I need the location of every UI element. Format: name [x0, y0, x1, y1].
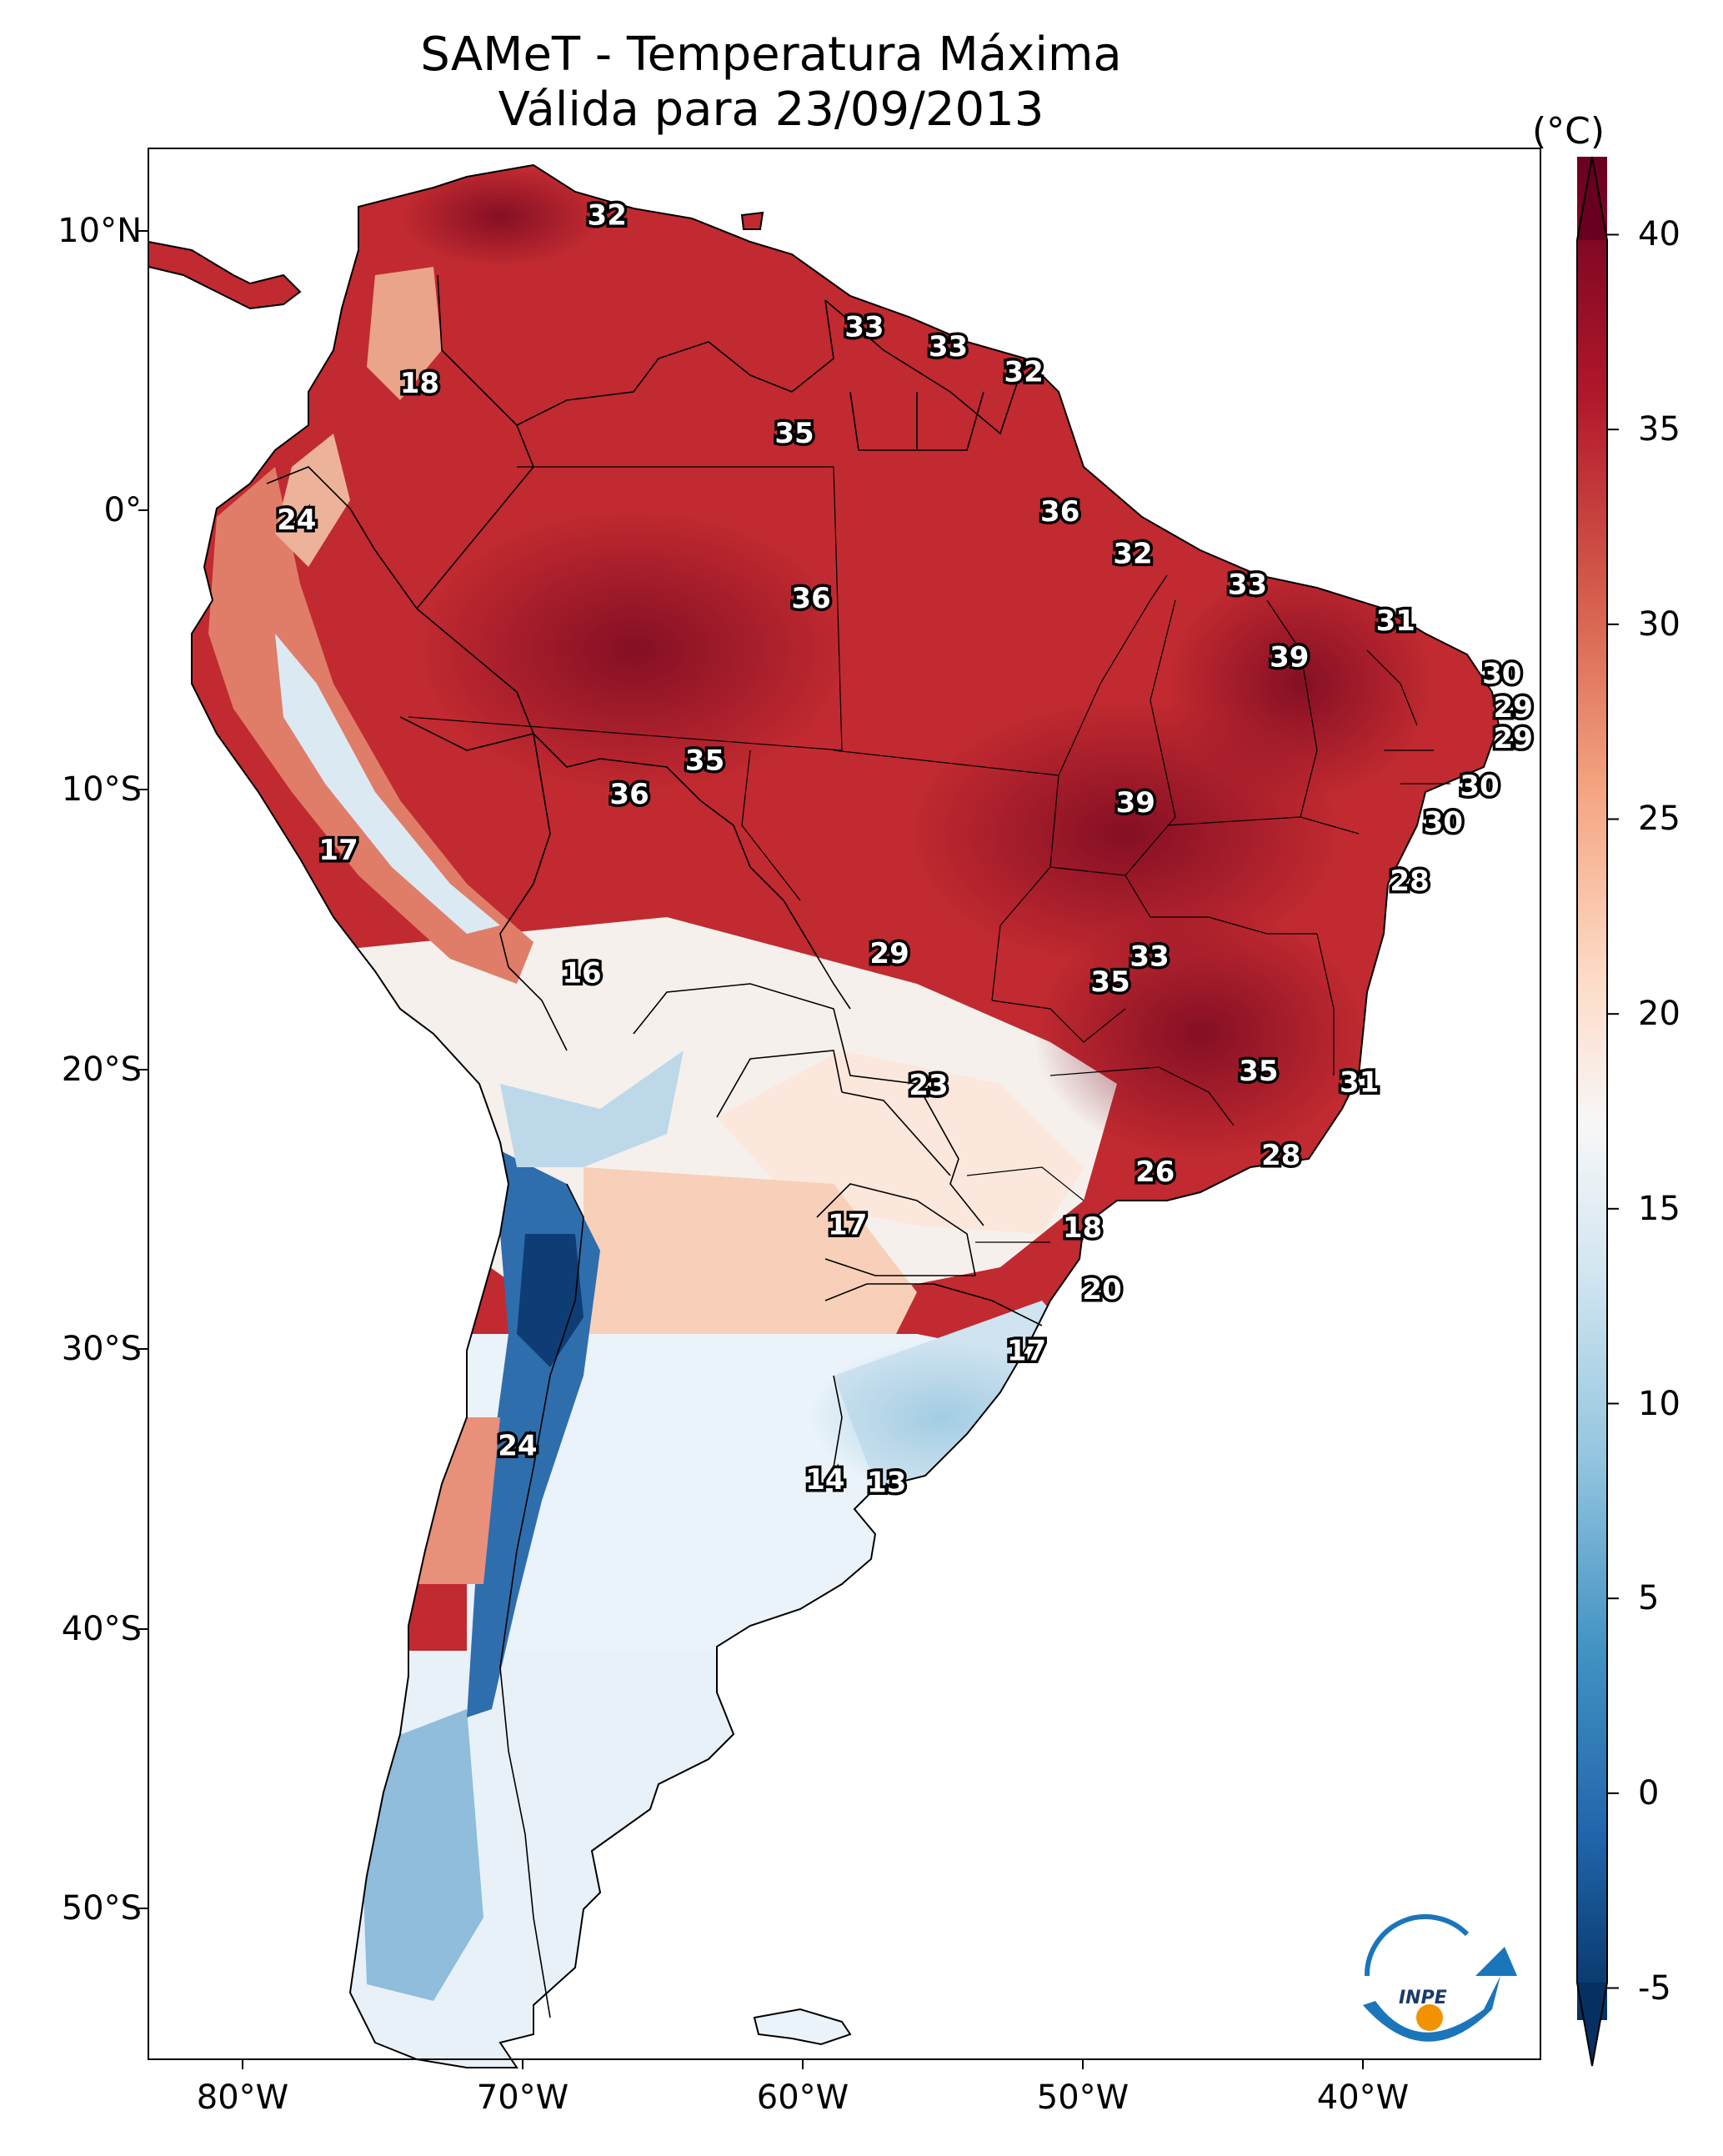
coastline: [191, 163, 1500, 2068]
map-title-line1: SAMeT - Temperatura Máxima: [420, 28, 1122, 82]
colorbar: [1576, 156, 1619, 2067]
lat-tick-label: 30°S: [61, 1330, 142, 1368]
contour-label: 23: [909, 1069, 948, 1102]
contour-label: 31: [1340, 1066, 1379, 1100]
map-title-line2: Válida para 23/09/2013: [498, 83, 1044, 137]
contour-label: 13: [867, 1466, 906, 1499]
contour-label: 36: [791, 582, 830, 615]
contour-label: 33: [929, 330, 968, 364]
contour-label: 20: [1082, 1273, 1121, 1306]
contour-label: 29: [1494, 691, 1533, 725]
lat-tick-label: 10°N: [58, 212, 142, 250]
inpe-logo: INPE: [1363, 1913, 1517, 2042]
colorbar-tick-label: 15: [1638, 1189, 1680, 1228]
contour-label: 39: [1270, 641, 1309, 674]
contour-label: 32: [588, 199, 627, 233]
contour-label: 39: [1116, 786, 1155, 820]
contour-label: 35: [685, 745, 724, 778]
contour-label: 24: [277, 504, 316, 537]
axes-frame: [148, 148, 1541, 2060]
contour-label: 16: [562, 957, 601, 990]
country-borders: [266, 274, 1043, 2018]
contour-label: 14: [805, 1463, 844, 1497]
inpe-logo-text: INPE: [1399, 1988, 1447, 2008]
contour-label: 18: [400, 367, 439, 400]
colorbar-tick-label: 20: [1638, 995, 1680, 1034]
contour-label: 18: [1063, 1211, 1102, 1245]
lon-tick-label: 60°W: [756, 2078, 849, 2117]
contour-label: 26: [1135, 1156, 1175, 1189]
contour-label: 33: [1228, 568, 1267, 601]
contour-label: 35: [774, 417, 814, 450]
contour-label: 33: [844, 311, 884, 344]
colorbar-tick-label: 10: [1638, 1384, 1680, 1423]
colorbar-tick-label: -5: [1638, 1968, 1671, 2008]
contour-label: 30: [1424, 806, 1463, 840]
contour-label: 36: [1040, 495, 1079, 529]
central-america: [148, 240, 302, 310]
contour-label: 35: [1090, 965, 1129, 999]
lat-tick-label: 20°S: [61, 1050, 142, 1089]
lon-tick-label: 70°W: [476, 2078, 569, 2117]
contour-label: 30: [1482, 658, 1521, 691]
colorbar-max-extend: [1577, 157, 1607, 240]
colorbar-min-extend: [1577, 1983, 1607, 2066]
falkland-islands: [753, 2008, 852, 2046]
contour-label: 32: [1004, 355, 1043, 389]
contour-label: 17: [828, 1209, 867, 1242]
lat-tick-label: 10°S: [61, 770, 142, 809]
contour-label: 29: [869, 937, 909, 970]
colorbar-tick-label: 0: [1638, 1773, 1660, 1813]
trinidad: [740, 211, 764, 230]
contour-label: 35: [1239, 1055, 1278, 1088]
state-borders: [408, 466, 1450, 1243]
contour-label: 32: [1113, 538, 1152, 571]
contour-label: 17: [1007, 1335, 1046, 1368]
colorbar-outline: [1576, 156, 1608, 2067]
lon-tick-label: 80°W: [196, 2078, 289, 2117]
lat-tick-label: 50°S: [61, 1889, 142, 1928]
axis-tick-marks: [138, 230, 1364, 2069]
colorbar-ramp: [1577, 157, 1607, 2020]
colorbar-tick-label: 30: [1638, 604, 1680, 644]
contour-label: 17: [318, 834, 358, 867]
contour-label: 28: [1261, 1139, 1300, 1172]
lat-tick-label: 40°S: [61, 1610, 142, 1648]
contour-label: 33: [1129, 940, 1169, 974]
contour-label: 28: [1390, 865, 1429, 898]
contour-label: 24: [498, 1430, 537, 1463]
colorbar-tick-label: 5: [1638, 1579, 1660, 1618]
colorbar-unit: (°C): [1532, 110, 1605, 153]
contour-label: 31: [1376, 604, 1415, 638]
colorbar-tick-label: 35: [1638, 410, 1680, 449]
contour-label: 29: [1494, 722, 1533, 755]
contour-label: 36: [609, 778, 649, 811]
colorbar-tick-label: 40: [1638, 215, 1680, 254]
contour-label: 30: [1460, 770, 1499, 803]
colorbar-tick-label: 25: [1638, 800, 1680, 839]
lon-tick-label: 50°W: [1036, 2078, 1129, 2117]
lat-tick-label: 0°: [103, 491, 142, 529]
lon-tick-label: 40°W: [1316, 2078, 1410, 2117]
